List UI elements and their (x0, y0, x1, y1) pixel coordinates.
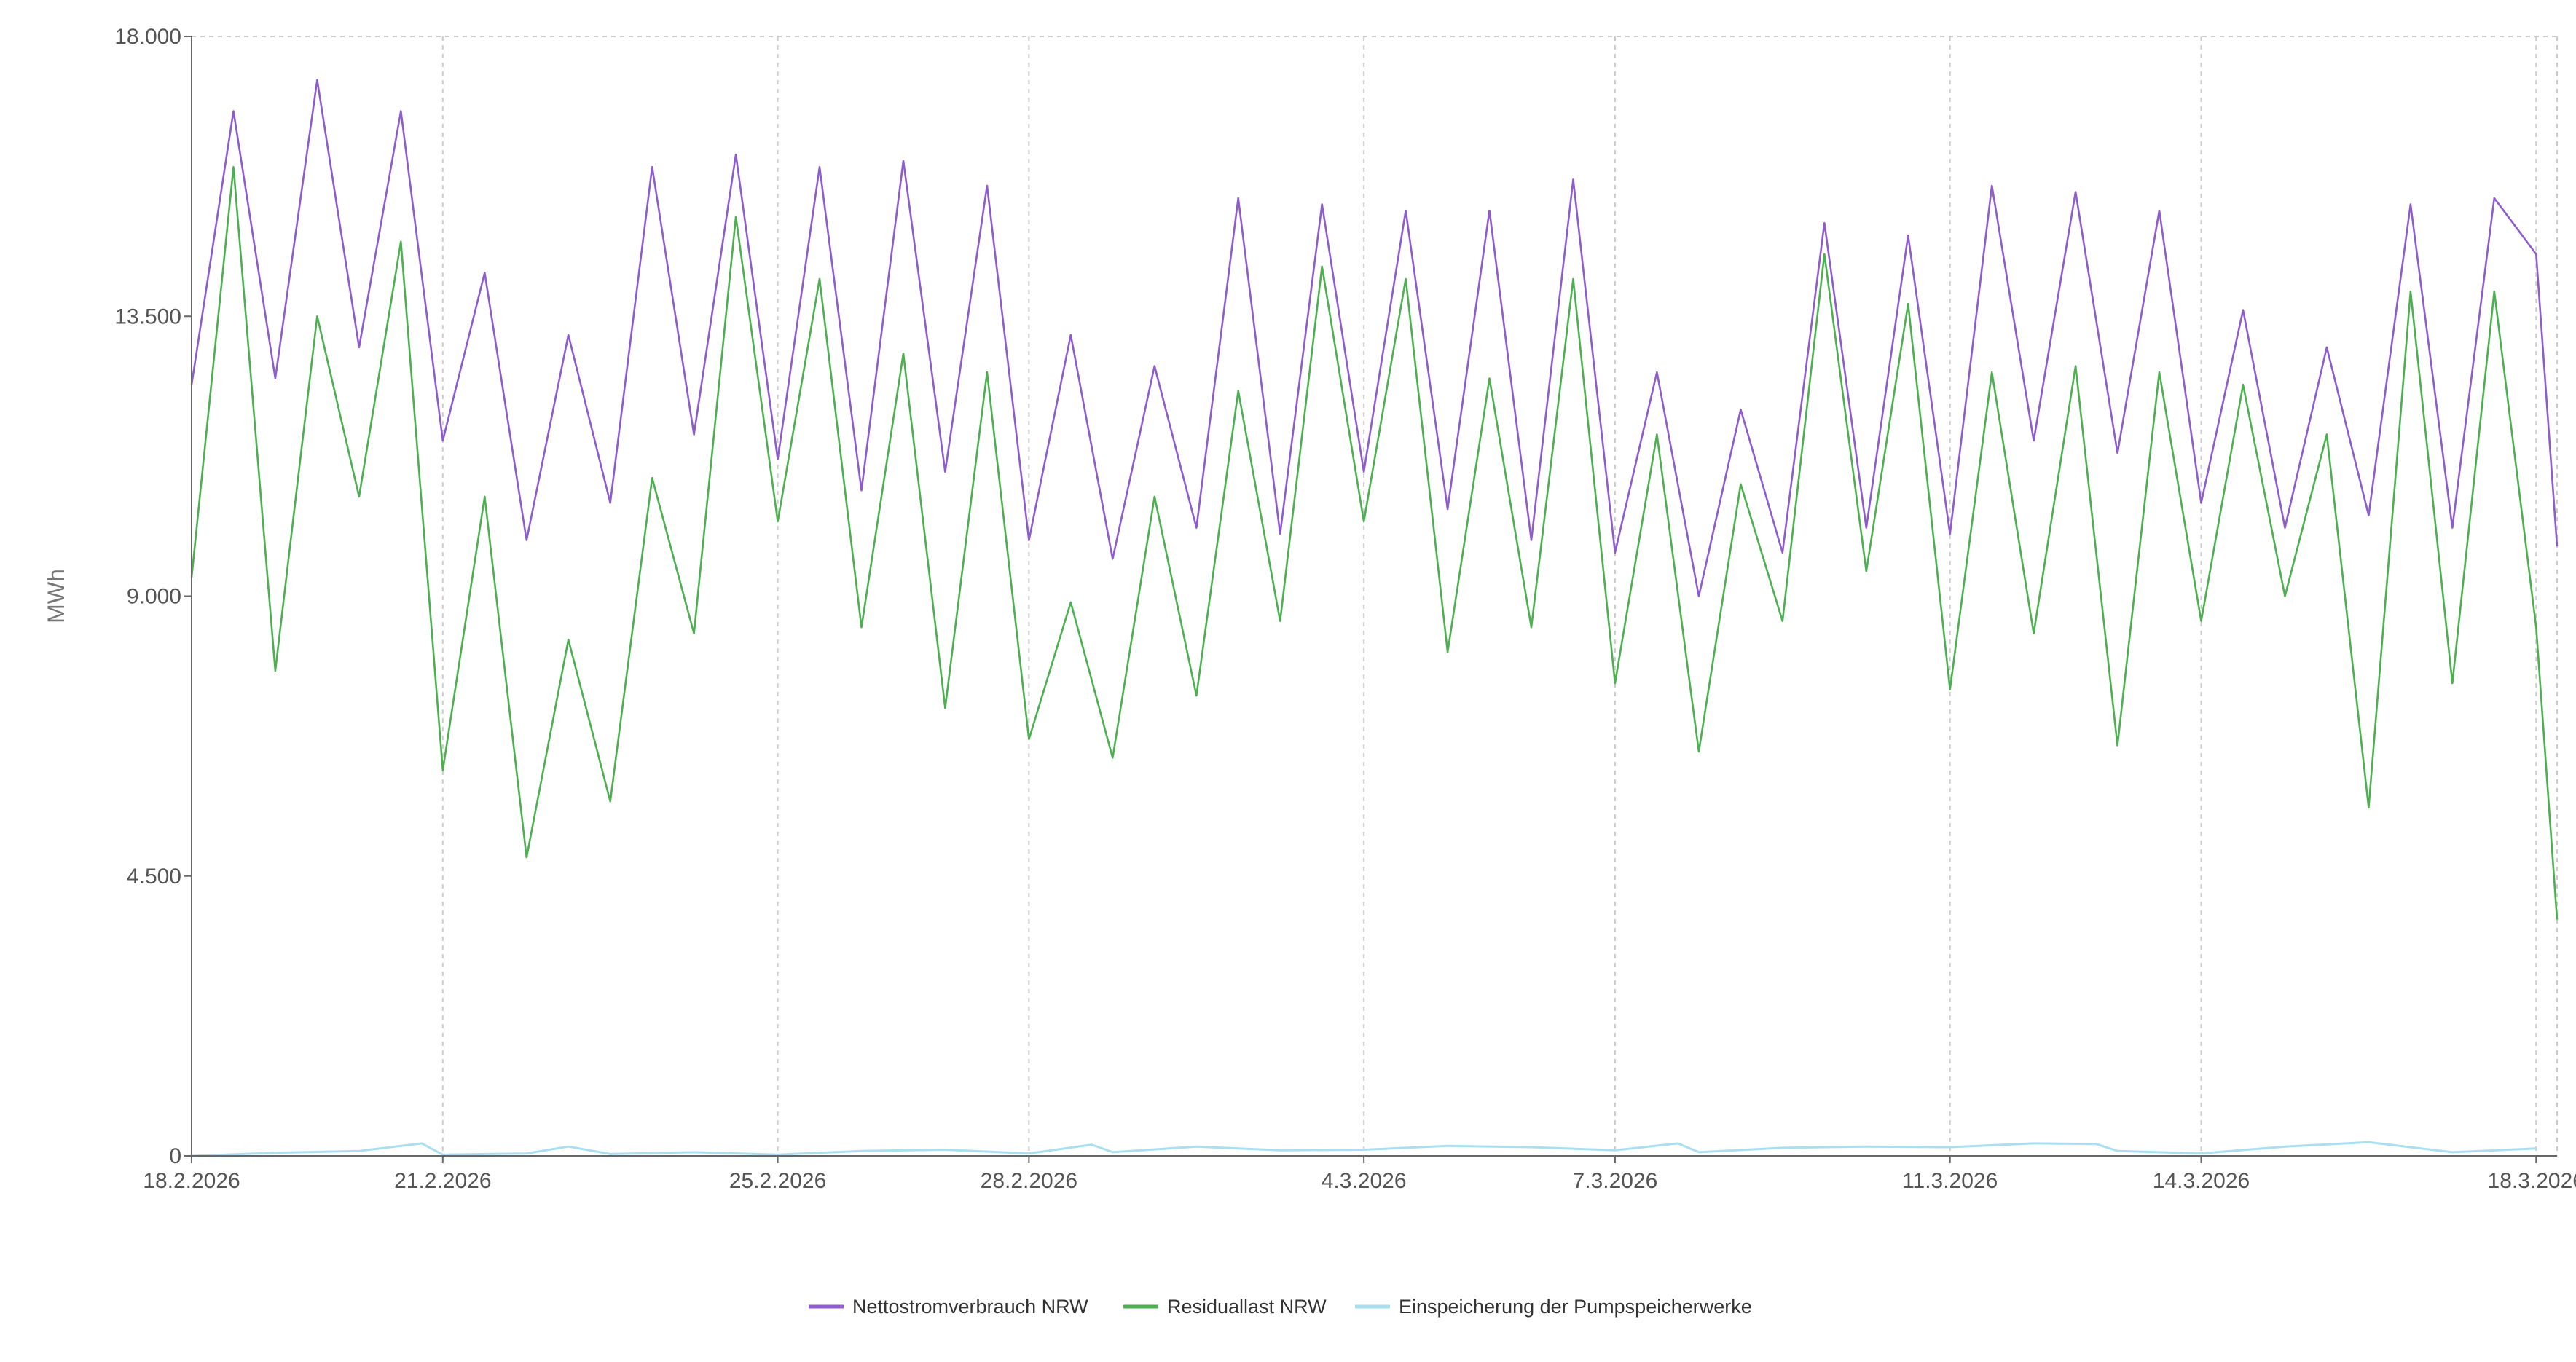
legend-label: Residuallast NRW (1167, 1296, 1327, 1318)
y-axis-label: MWh (43, 569, 69, 623)
x-gridlines (192, 36, 2558, 1156)
y-tick-label: 4.500 (127, 865, 181, 889)
y-tick-label: 9.000 (127, 585, 181, 609)
legend[interactable]: Nettostromverbrauch NRW Residuallast NRW E… (809, 1296, 1752, 1318)
x-tick-label: 14.3.2026 (2153, 1169, 2250, 1193)
x-tick-label: 28.2.2026 (981, 1169, 1077, 1193)
y-tick-label: 13.500 (114, 304, 181, 328)
legend-label: Einspeicherung der Pumpspeicherwerke (1399, 1296, 1752, 1318)
x-tick-label: 21.2.2026 (394, 1169, 491, 1193)
legend-label: Nettostromverbrauch NRW (852, 1296, 1088, 1318)
x-tick-label: 25.2.2026 (729, 1169, 826, 1193)
legend-item[interactable]: Residuallast NRW (1123, 1296, 1327, 1318)
series-lines (190, 79, 2559, 1157)
x-tick-label: 18.3.2026 (2488, 1169, 2576, 1193)
series-line-1 (190, 79, 2559, 597)
y-axis-ticks: 0 4.500 9.000 13.500 18.000 (114, 25, 192, 1168)
y-tick-label: 0 (169, 1144, 181, 1168)
y-tick-label: 18.000 (114, 25, 181, 49)
x-tick-label: 11.3.2026 (1902, 1169, 1998, 1193)
x-tick-label: 7.3.2026 (1573, 1169, 1658, 1193)
legend-item[interactable]: Nettostromverbrauch NRW (809, 1296, 1088, 1318)
x-tick-label: 4.3.2026 (1322, 1169, 1407, 1193)
x-tick-label: 18.2.2026 (143, 1169, 240, 1193)
x-axis-ticks: 18.2.2026 21.2.2026 25.2.2026 28.2.2026 4.3.… (143, 1156, 2576, 1193)
legend-item[interactable]: Einspeicherung der Pumpspeicherwerke (1355, 1296, 1752, 1318)
series-line-3 (191, 1141, 2537, 1157)
series-line-2 (190, 166, 2559, 920)
